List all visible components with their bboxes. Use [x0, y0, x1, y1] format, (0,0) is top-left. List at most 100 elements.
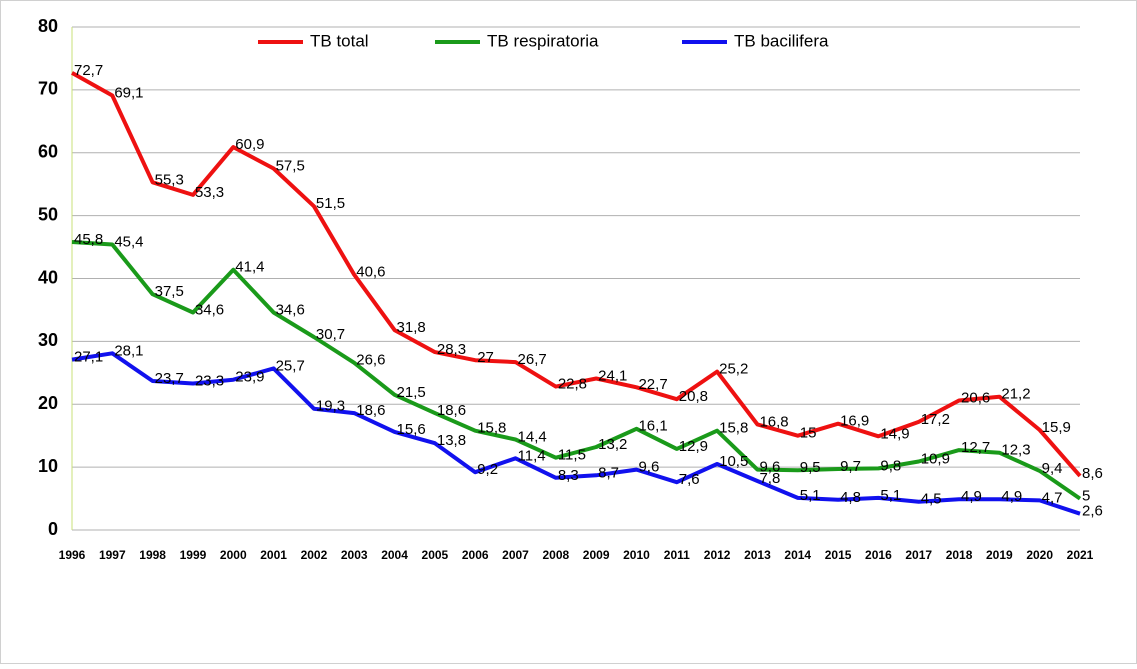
data-label: 4,8	[840, 489, 861, 506]
data-label: 12,3	[1001, 442, 1030, 459]
data-label: 13,8	[437, 432, 466, 449]
data-label: 10,9	[921, 450, 950, 467]
x-tick-label: 2019	[986, 548, 1013, 562]
data-label: 69,1	[114, 85, 143, 102]
x-tick-label: 2016	[865, 548, 892, 562]
data-label: 34,6	[195, 301, 224, 318]
x-tick-label: 1996	[59, 548, 86, 562]
data-label: 4,7	[1042, 489, 1063, 506]
data-label: 12,9	[679, 438, 708, 455]
data-label: 15,8	[719, 420, 748, 437]
y-tick-label: 10	[38, 456, 58, 476]
data-label: 17,2	[921, 411, 950, 428]
data-label: 34,6	[276, 301, 305, 318]
data-label: 18,6	[437, 402, 466, 419]
data-label: 9,2	[477, 461, 498, 478]
x-tick-label: 2001	[260, 548, 287, 562]
data-label: 18,6	[356, 402, 385, 419]
x-tick-label: 2005	[422, 548, 449, 562]
data-label: 22,8	[558, 376, 587, 393]
y-tick-label: 60	[38, 142, 58, 162]
x-tick-label: 2000	[220, 548, 247, 562]
data-label: 14,9	[880, 425, 909, 442]
data-label: 19,3	[316, 398, 345, 415]
data-label: 21,5	[397, 384, 426, 401]
x-tick-label: 2012	[704, 548, 731, 562]
data-label: 45,4	[114, 234, 143, 251]
data-label: 20,8	[679, 388, 708, 405]
legend-label: TB respiratoria	[487, 31, 599, 50]
x-tick-label: 2002	[301, 548, 328, 562]
y-tick-label: 0	[48, 519, 58, 539]
data-label: 4,5	[921, 491, 942, 508]
data-label: 25,7	[276, 357, 305, 374]
data-label: 2,6	[1082, 503, 1103, 520]
series-line	[71, 71, 1082, 478]
data-label: 10,5	[719, 453, 748, 470]
data-label: 31,8	[397, 319, 426, 336]
data-label: 16,8	[759, 413, 788, 430]
data-label: 23,9	[235, 369, 264, 386]
data-label: 26,6	[356, 352, 385, 369]
data-label: 9,6	[638, 459, 659, 476]
data-label: 7,8	[759, 470, 780, 487]
data-label: 9,5	[800, 459, 821, 476]
data-label: 13,2	[598, 436, 627, 453]
x-tick-label: 2013	[744, 548, 771, 562]
data-label: 27,1	[74, 349, 103, 366]
x-tick-label: 2014	[784, 548, 811, 562]
data-label: 27	[477, 349, 494, 366]
data-label: 51,5	[316, 195, 345, 212]
data-label: 11,5	[558, 447, 586, 464]
data-label: 25,2	[719, 361, 748, 378]
legend-label: TB bacilifera	[734, 31, 829, 50]
x-tick-label: 2011	[664, 548, 690, 562]
data-label: 15,6	[397, 421, 426, 438]
data-label: 28,1	[114, 342, 143, 359]
x-tick-label: 2015	[825, 548, 852, 562]
x-tick-label: 2020	[1026, 548, 1053, 562]
data-label: 23,3	[195, 372, 224, 389]
x-tick-label: 1999	[180, 548, 207, 562]
x-tick-label: 2007	[502, 548, 529, 562]
data-label: 72,7	[74, 62, 103, 79]
data-label: 22,7	[638, 376, 667, 393]
x-tick-label: 2021	[1067, 548, 1094, 562]
data-label: 45,8	[74, 231, 103, 248]
x-tick-label: 1998	[139, 548, 166, 562]
y-tick-label: 20	[38, 393, 58, 413]
data-label: 28,3	[437, 341, 466, 358]
data-label: 4,9	[1001, 488, 1022, 505]
data-label: 23,7	[155, 370, 184, 387]
y-tick-label: 80	[38, 16, 58, 36]
y-tick-label: 50	[38, 204, 58, 224]
data-label: 53,3	[195, 184, 224, 201]
data-label: 55,3	[155, 171, 184, 188]
x-tick-label: 2017	[905, 548, 932, 562]
data-label: 16,9	[840, 413, 869, 430]
data-label: 9,8	[880, 457, 901, 474]
data-label: 37,5	[155, 283, 184, 300]
x-tick-label: 1997	[99, 548, 126, 562]
data-label: 60,9	[235, 136, 264, 153]
x-tick-label: 2010	[623, 548, 650, 562]
data-label: 12,7	[961, 439, 990, 456]
data-label: 5,1	[800, 487, 821, 504]
y-tick-label: 30	[38, 330, 58, 350]
data-label: 26,7	[518, 351, 547, 368]
data-label: 15,9	[1042, 419, 1071, 436]
data-label: 21,2	[1001, 386, 1030, 403]
data-label: 4,9	[961, 488, 982, 505]
y-tick-label: 70	[38, 79, 58, 99]
x-tick-label: 2006	[462, 548, 489, 562]
series-line	[71, 240, 1082, 501]
data-label: 20,6	[961, 389, 990, 406]
data-label: 30,7	[316, 326, 345, 343]
data-label: 15,8	[477, 420, 506, 437]
x-tick-label: 2004	[381, 548, 408, 562]
data-label: 16,1	[638, 418, 667, 435]
data-label: 11,4	[518, 447, 546, 464]
data-label: 9,7	[840, 458, 861, 475]
